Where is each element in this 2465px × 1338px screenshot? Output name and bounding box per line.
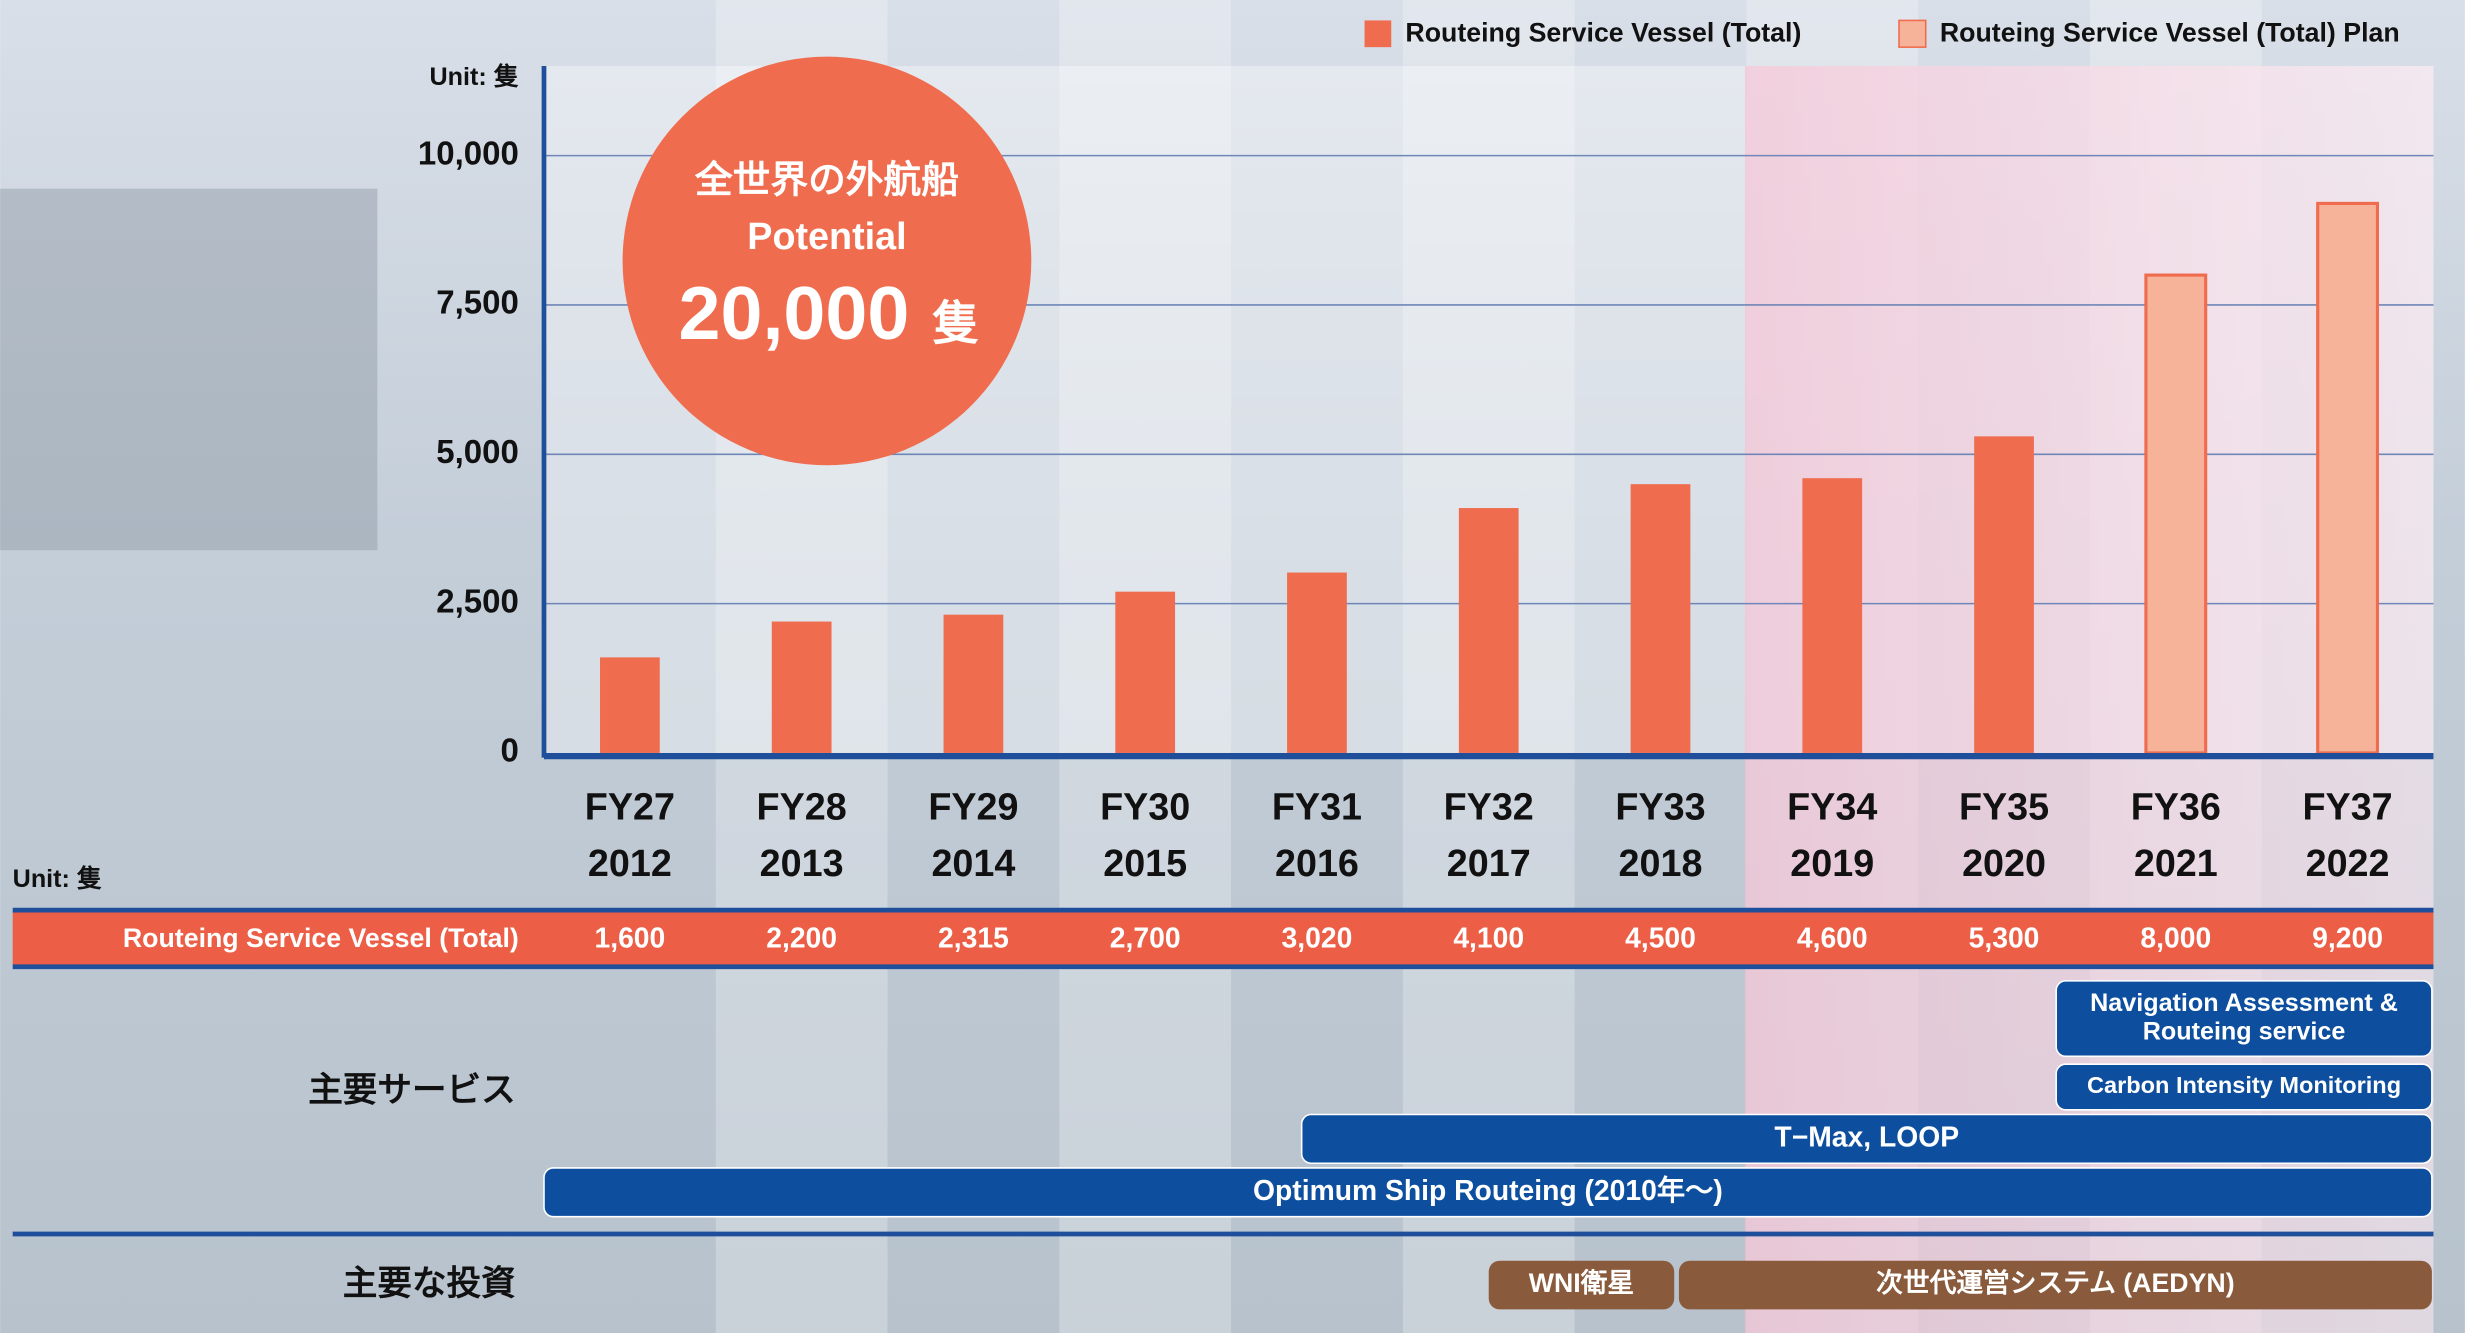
x-tick-label: FY33 <box>1615 786 1705 828</box>
bar <box>1802 478 1862 753</box>
legend-label: Routeing Service Vessel (Total) Plan <box>1940 18 2400 48</box>
callout-circle <box>623 57 1032 466</box>
bar <box>1459 508 1519 753</box>
x-tick-year: 2015 <box>1103 842 1187 884</box>
table-cell: 1,600 <box>594 921 665 953</box>
callout-value: 20,000 <box>679 271 910 355</box>
x-tick-label: FY27 <box>585 786 675 828</box>
legend-swatch <box>1899 20 1926 47</box>
table-label: Routeing Service Vessel (Total) <box>123 923 519 953</box>
x-tick-label: FY35 <box>1959 786 2049 828</box>
unit-label: Unit: 隻 <box>429 62 518 91</box>
x-tick-year: 2014 <box>931 842 1015 884</box>
table-cell: 5,300 <box>1969 921 2040 953</box>
service-label: Navigation Assessment & <box>2090 989 2398 1017</box>
table-cell: 2,700 <box>1110 921 1181 953</box>
investments-label: 主要な投資 <box>343 1265 516 1303</box>
x-tick-label: FY34 <box>1787 786 1877 828</box>
x-tick-label: FY37 <box>2302 786 2392 828</box>
bar <box>2146 275 2206 753</box>
table-cell: 4,500 <box>1625 921 1696 953</box>
unit-label: Unit: 隻 <box>13 864 102 893</box>
legend-label: Routeing Service Vessel (Total) <box>1405 18 1801 48</box>
table-cell: 9,200 <box>2312 921 2383 953</box>
y-tick-label: 5,000 <box>436 433 519 470</box>
x-tick-year: 2016 <box>1275 842 1359 884</box>
ship-photo <box>0 189 377 551</box>
x-tick-year: 2017 <box>1447 842 1531 884</box>
x-tick-year: 2019 <box>1790 842 1874 884</box>
y-tick-label: 0 <box>500 732 518 769</box>
x-tick-year: 2022 <box>2306 842 2390 884</box>
table-cell: 8,000 <box>2140 921 2211 953</box>
x-tick-year: 2021 <box>2134 842 2218 884</box>
x-tick-label: FY31 <box>1272 786 1362 828</box>
y-tick-label: 2,500 <box>436 582 519 619</box>
table-cell: 2,315 <box>938 921 1009 953</box>
x-tick-label: FY29 <box>928 786 1018 828</box>
investment-label: 次世代運営システム (AEDYN) <box>1876 1267 2234 1298</box>
callout-unit: 隻 <box>932 296 979 349</box>
bar <box>772 622 832 753</box>
table-cell: 4,100 <box>1453 921 1524 953</box>
table-cell: 4,600 <box>1797 921 1868 953</box>
bar <box>1287 573 1347 753</box>
investment-label: WNI衛星 <box>1529 1267 1634 1298</box>
legend-swatch <box>1365 20 1392 47</box>
bar <box>1974 436 2034 753</box>
x-tick-year: 2018 <box>1619 842 1703 884</box>
callout-line2: Potential <box>747 215 906 257</box>
service-label: T−Max, LOOP <box>1774 1120 1959 1152</box>
service-label: Routeing service <box>2143 1017 2346 1045</box>
callout-line1: 全世界の外航船 <box>694 158 959 200</box>
x-tick-label: FY28 <box>757 786 847 828</box>
x-tick-label: FY32 <box>1444 786 1534 828</box>
x-tick-year: 2020 <box>1962 842 2046 884</box>
y-tick-label: 7,500 <box>436 284 519 321</box>
x-tick-year: 2013 <box>760 842 844 884</box>
service-label: Optimum Ship Routeing (2010年～) <box>1253 1174 1723 1206</box>
bar <box>2318 203 2378 753</box>
x-tick-label: FY36 <box>2131 786 2221 828</box>
bar <box>1631 484 1691 753</box>
bar <box>1115 592 1175 753</box>
bar <box>944 615 1004 753</box>
table-cell: 2,200 <box>766 921 837 953</box>
chart: Unit: 隻 Unit: 隻 0 2,500 5,000 7,500 10,000 Ro… <box>0 0 2465 1333</box>
x-tick-label: FY30 <box>1100 786 1190 828</box>
services-label: 主要サービス <box>308 1072 515 1110</box>
bar <box>600 657 660 753</box>
x-tick-year: 2012 <box>588 842 672 884</box>
y-tick-label: 10,000 <box>418 134 519 171</box>
table-cell: 3,020 <box>1282 921 1353 953</box>
service-label: Carbon Intensity Monitoring <box>2087 1072 2401 1098</box>
